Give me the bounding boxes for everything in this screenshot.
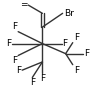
Text: F: F — [6, 39, 11, 48]
Text: F: F — [63, 39, 68, 48]
Text: F: F — [12, 56, 17, 65]
Text: F: F — [30, 78, 35, 87]
Text: F: F — [74, 33, 79, 42]
Text: F: F — [16, 66, 21, 75]
Text: F: F — [40, 74, 45, 83]
Text: =: = — [20, 1, 27, 10]
Text: Br: Br — [64, 9, 74, 18]
Text: F: F — [74, 66, 79, 75]
Text: F: F — [12, 22, 17, 31]
Text: F: F — [84, 49, 89, 58]
